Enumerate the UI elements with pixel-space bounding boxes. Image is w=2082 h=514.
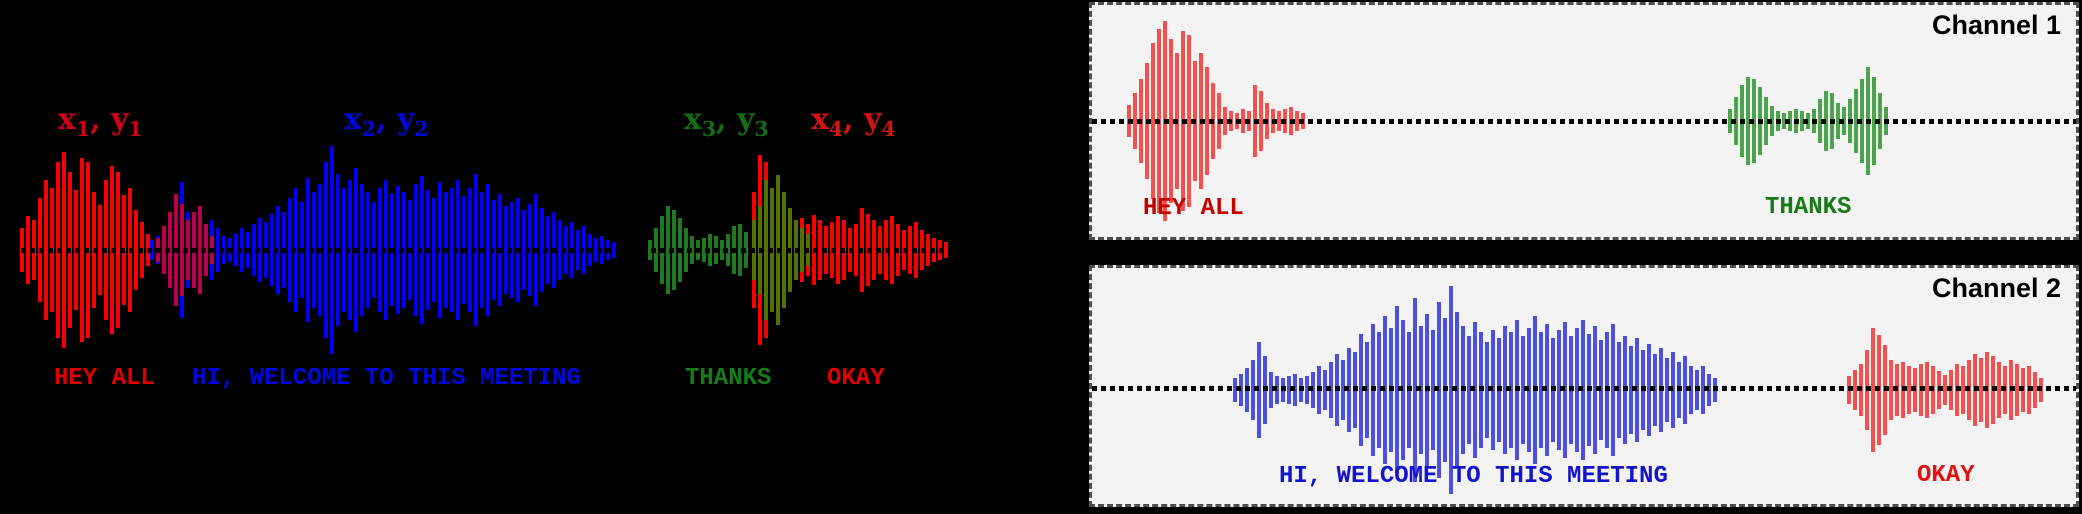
speaker-label-part: 3 <box>701 117 717 141</box>
speaker-label-part: 3 <box>754 117 769 141</box>
speaker-label-part: 1 <box>75 117 91 141</box>
speaker-label-part: , <box>716 102 737 137</box>
transcript-label: HEY ALL <box>54 365 155 392</box>
speaker-segment-label: x3, y3 <box>684 102 769 139</box>
dotted-zero-line <box>1092 386 2076 391</box>
speaker-label-part: x <box>58 102 76 137</box>
transcript-label: THANKS <box>685 365 772 392</box>
speaker-label-part: y <box>110 102 129 137</box>
speaker-label-part: y <box>396 102 415 137</box>
speaker-label-part: , <box>843 102 864 137</box>
speaker-label-part: x <box>811 102 829 137</box>
transcript-label: HI, WELCOME TO THIS MEETING <box>1279 463 1668 490</box>
channel-1-title: Channel 1 <box>1931 10 2061 40</box>
speaker-label-part: 2 <box>414 117 429 141</box>
speaker-label-part: 4 <box>828 117 844 141</box>
channel-2-title: Channel 2 <box>1931 273 2061 303</box>
transcript-label: OKAY <box>827 365 885 392</box>
speaker-label-part: y <box>863 102 882 137</box>
speaker-label-part: , <box>376 102 397 137</box>
speaker-label-part: , <box>90 102 111 137</box>
speaker-segment-label: x1, y1 <box>58 102 143 139</box>
transcript-label: HI, WELCOME TO THIS MEETING <box>192 365 581 392</box>
dotted-zero-line <box>12 248 950 253</box>
speaker-label-part: x <box>684 102 702 137</box>
speaker-segment-label: x4, y4 <box>811 102 896 139</box>
speaker-label-part: x <box>344 102 362 137</box>
transcript-label: HEY ALL <box>1143 195 1244 222</box>
speaker-label-part: 2 <box>361 117 377 141</box>
speaker-label-part: 1 <box>128 117 143 141</box>
dotted-zero-line <box>1092 119 2076 124</box>
speaker-segment-label: x2, y2 <box>344 102 429 139</box>
speaker-label-part: 4 <box>881 117 896 141</box>
speaker-label-part: y <box>736 102 755 137</box>
transcript-label: OKAY <box>1917 462 1975 489</box>
transcript-label: THANKS <box>1765 194 1852 221</box>
